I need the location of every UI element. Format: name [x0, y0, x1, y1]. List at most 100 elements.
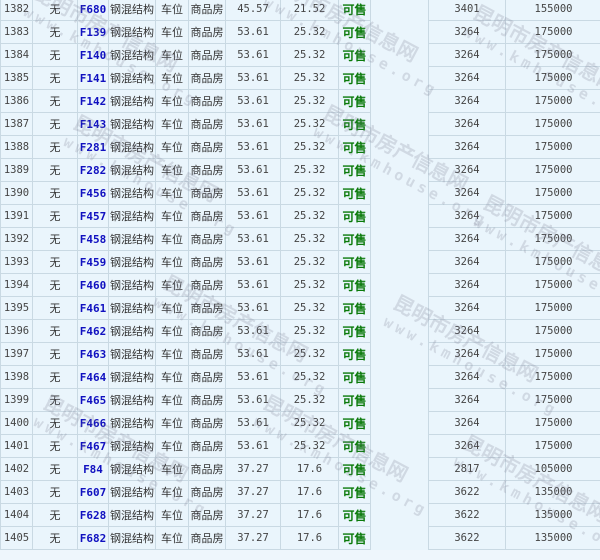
room-number-link[interactable]: F84	[78, 458, 109, 481]
building-area: 53.61	[226, 182, 281, 205]
structure: 钢混结构	[109, 67, 156, 90]
building-area: 53.61	[226, 44, 281, 67]
unit-id: 1401	[1, 435, 33, 458]
building-area: 53.61	[226, 90, 281, 113]
floor: 无	[33, 320, 78, 343]
sale-status: 可售	[339, 205, 371, 228]
room-number-link[interactable]: F628	[78, 504, 109, 527]
room-number-link[interactable]: F467	[78, 435, 109, 458]
floor: 无	[33, 136, 78, 159]
room-number-link[interactable]: F281	[78, 136, 109, 159]
total-price: 175000	[506, 320, 600, 343]
inner-area: 25.32	[281, 67, 339, 90]
inner-area: 25.32	[281, 251, 339, 274]
unit-id: 1390	[1, 182, 33, 205]
building-area: 53.61	[226, 343, 281, 366]
inner-area: 25.32	[281, 182, 339, 205]
room-number-link[interactable]: F141	[78, 67, 109, 90]
room-number-link[interactable]: F458	[78, 228, 109, 251]
room-number-link[interactable]: F607	[78, 481, 109, 504]
house-type: 商品房	[189, 21, 226, 44]
sale-status: 可售	[339, 481, 371, 504]
sale-status: 可售	[339, 21, 371, 44]
house-type: 商品房	[189, 527, 226, 550]
building-area: 53.61	[226, 113, 281, 136]
building-area: 53.61	[226, 205, 281, 228]
sale-status: 可售	[339, 297, 371, 320]
total-price: 105000	[506, 458, 600, 481]
unit-price: 3264	[429, 297, 506, 320]
structure: 钢混结构	[109, 297, 156, 320]
room-number-link[interactable]: F462	[78, 320, 109, 343]
inner-area: 17.6	[281, 458, 339, 481]
inner-area: 25.32	[281, 389, 339, 412]
room-number-link[interactable]: F142	[78, 90, 109, 113]
sale-status: 可售	[339, 458, 371, 481]
room-number-link[interactable]: F282	[78, 159, 109, 182]
structure: 钢混结构	[109, 504, 156, 527]
room-number-link[interactable]: F461	[78, 297, 109, 320]
house-type: 商品房	[189, 67, 226, 90]
floor: 无	[33, 251, 78, 274]
unit-id: 1400	[1, 412, 33, 435]
total-price: 175000	[506, 21, 600, 44]
inner-area: 25.32	[281, 44, 339, 67]
unit-price: 3622	[429, 527, 506, 550]
floor: 无	[33, 274, 78, 297]
sale-status: 可售	[339, 343, 371, 366]
room-number-link[interactable]: F680	[78, 0, 109, 21]
unit-id: 1396	[1, 320, 33, 343]
sale-status: 可售	[339, 251, 371, 274]
room-number-link[interactable]: F466	[78, 412, 109, 435]
sale-status: 可售	[339, 90, 371, 113]
unit-id: 1392	[1, 228, 33, 251]
room-number-link[interactable]: F465	[78, 389, 109, 412]
building-area: 53.61	[226, 136, 281, 159]
usage: 车位	[156, 320, 189, 343]
house-type: 商品房	[189, 113, 226, 136]
room-number-link[interactable]: F682	[78, 527, 109, 550]
structure: 钢混结构	[109, 435, 156, 458]
total-price: 155000	[506, 0, 600, 21]
room-number-link[interactable]: F464	[78, 366, 109, 389]
total-price: 175000	[506, 297, 600, 320]
merged-empty-cell	[371, 0, 429, 550]
building-area: 53.61	[226, 366, 281, 389]
structure: 钢混结构	[109, 205, 156, 228]
room-number-link[interactable]: F143	[78, 113, 109, 136]
structure: 钢混结构	[109, 21, 156, 44]
room-number-link[interactable]: F459	[78, 251, 109, 274]
total-price: 135000	[506, 527, 600, 550]
floor: 无	[33, 527, 78, 550]
room-number-link[interactable]: F456	[78, 182, 109, 205]
usage: 车位	[156, 504, 189, 527]
floor: 无	[33, 0, 78, 21]
house-type: 商品房	[189, 389, 226, 412]
usage: 车位	[156, 251, 189, 274]
unit-id: 1387	[1, 113, 33, 136]
room-number-link[interactable]: F140	[78, 44, 109, 67]
sale-status: 可售	[339, 412, 371, 435]
usage: 车位	[156, 389, 189, 412]
building-area: 53.61	[226, 159, 281, 182]
structure: 钢混结构	[109, 412, 156, 435]
room-number-link[interactable]: F457	[78, 205, 109, 228]
usage: 车位	[156, 343, 189, 366]
room-number-link[interactable]: F460	[78, 274, 109, 297]
room-number-link[interactable]: F139	[78, 21, 109, 44]
inner-area: 25.32	[281, 90, 339, 113]
structure: 钢混结构	[109, 0, 156, 21]
structure: 钢混结构	[109, 389, 156, 412]
room-number-link[interactable]: F463	[78, 343, 109, 366]
